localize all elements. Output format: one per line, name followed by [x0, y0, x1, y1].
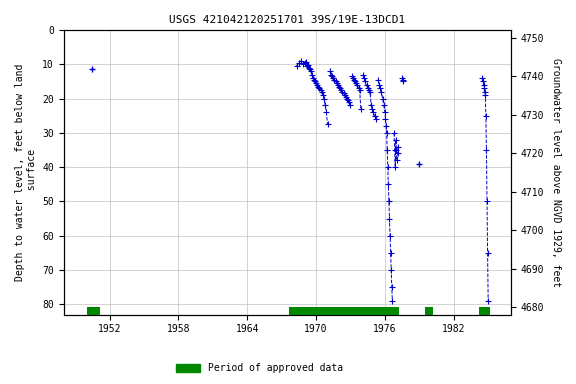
Title: USGS 421042120251701 39S/19E-13DCD1: USGS 421042120251701 39S/19E-13DCD1 [169, 15, 406, 25]
Bar [479, 307, 490, 316]
Legend: Period of approved data: Period of approved data [172, 359, 347, 377]
Bar [425, 307, 433, 316]
Bar [289, 307, 399, 316]
Y-axis label: Groundwater level above NGVD 1929, feet: Groundwater level above NGVD 1929, feet [551, 58, 561, 287]
Bar [86, 307, 100, 316]
Y-axis label: Depth to water level, feet below land
 surface: Depth to water level, feet below land su… [15, 64, 37, 281]
